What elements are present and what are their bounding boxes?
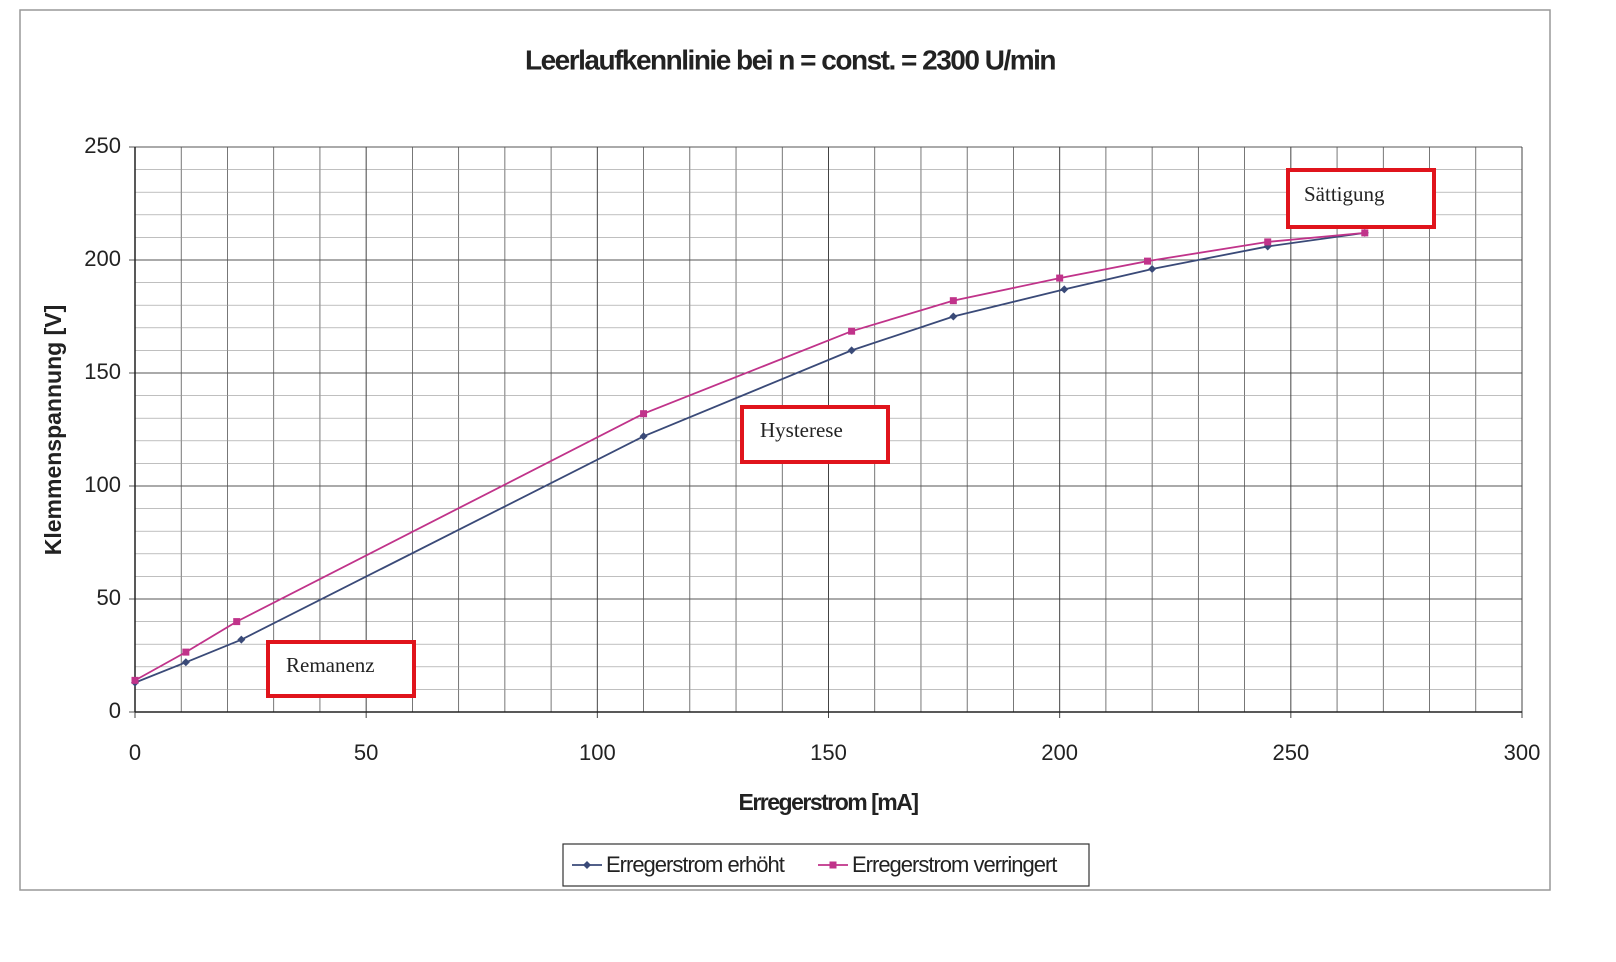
point bbox=[181, 658, 190, 667]
y-tick-label: 0 bbox=[109, 698, 121, 723]
legend-label: Erregerstrom erhöht bbox=[606, 852, 785, 877]
annotation: Remanenz bbox=[286, 653, 375, 677]
x-tick-label: 0 bbox=[129, 740, 141, 765]
point bbox=[639, 432, 648, 441]
point bbox=[847, 346, 856, 355]
point bbox=[1148, 265, 1157, 274]
y-tick-label: 200 bbox=[84, 246, 121, 271]
point bbox=[1264, 238, 1272, 246]
y-tick-label: 150 bbox=[84, 359, 121, 384]
x-tick-label: 150 bbox=[810, 740, 847, 765]
point bbox=[949, 312, 958, 321]
point bbox=[640, 410, 648, 418]
annotation-box bbox=[1286, 168, 1436, 229]
series-line bbox=[134, 231, 1365, 684]
y-tick-label: 50 bbox=[97, 585, 121, 610]
annotation: Sättigung bbox=[1304, 182, 1385, 206]
y-tick-label: 250 bbox=[84, 133, 121, 158]
point bbox=[182, 648, 190, 656]
legend-marker bbox=[829, 861, 837, 869]
point bbox=[1060, 285, 1069, 294]
series-line bbox=[134, 231, 1365, 682]
x-tick-label: 200 bbox=[1041, 740, 1078, 765]
x-axis-label: Erregerstrom [mA] bbox=[739, 789, 919, 815]
x-tick-label: 50 bbox=[354, 740, 378, 765]
point bbox=[1056, 274, 1064, 282]
point bbox=[848, 327, 856, 335]
point bbox=[949, 297, 957, 305]
point bbox=[237, 635, 246, 644]
y-tick-label: 100 bbox=[84, 472, 121, 497]
x-tick-label: 100 bbox=[579, 740, 616, 765]
annotation-box bbox=[740, 405, 890, 464]
point bbox=[233, 618, 241, 626]
x-tick-label: 250 bbox=[1272, 740, 1309, 765]
annotation-box bbox=[266, 640, 416, 698]
x-tick-label: 300 bbox=[1504, 740, 1541, 765]
y-axis-label: Klemmenspannung [V] bbox=[40, 305, 66, 555]
point bbox=[1361, 229, 1369, 237]
legend: Erregerstrom erhöht Erregerstrom verringe… bbox=[562, 843, 1090, 887]
legend-marker bbox=[583, 861, 591, 869]
legend-label: Erregerstrom verringert bbox=[852, 852, 1057, 877]
chart-title: Leerlaufkennlinie bei n = const. = 2300 … bbox=[525, 44, 1055, 75]
point bbox=[1144, 257, 1152, 265]
point bbox=[131, 676, 139, 684]
annotation: Hysterese bbox=[760, 418, 843, 442]
